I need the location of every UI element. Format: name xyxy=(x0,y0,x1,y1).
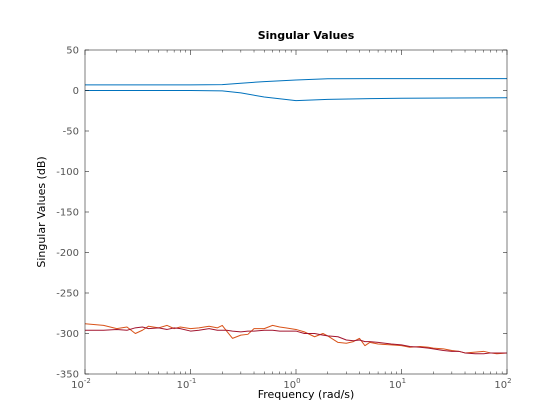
y-axis-label: Singular Values (dB) xyxy=(35,156,48,267)
series-line-1 xyxy=(85,78,507,86)
x-tick-label: 102 xyxy=(494,377,511,391)
series-line-4 xyxy=(85,326,507,355)
tick-layer xyxy=(84,49,508,375)
y-tick-label: -200 xyxy=(56,248,79,259)
y-tick-label: -350 xyxy=(56,370,79,381)
y-tick-label: -150 xyxy=(56,208,79,219)
series-line-3 xyxy=(84,323,508,355)
y-tick-label: -50 xyxy=(63,127,79,138)
x-tick-label: 101 xyxy=(389,377,406,391)
y-tick-label: -250 xyxy=(56,289,79,300)
chart-title: Singular Values xyxy=(258,29,355,42)
y-tick-label: -300 xyxy=(56,329,79,340)
y-tick-label: 50 xyxy=(66,46,79,57)
series-line-2 xyxy=(85,90,508,102)
series-layer xyxy=(84,78,508,355)
y-tick-label: -100 xyxy=(56,167,79,178)
plot-area xyxy=(85,50,507,374)
x-tick-label: 10-2 xyxy=(71,377,91,391)
x-axis-label: Frequency (rad/s) xyxy=(258,388,355,401)
x-tick-label: 100 xyxy=(283,377,300,391)
y-tick-label: 0 xyxy=(73,86,79,97)
x-tick-label: 10-1 xyxy=(177,377,197,391)
